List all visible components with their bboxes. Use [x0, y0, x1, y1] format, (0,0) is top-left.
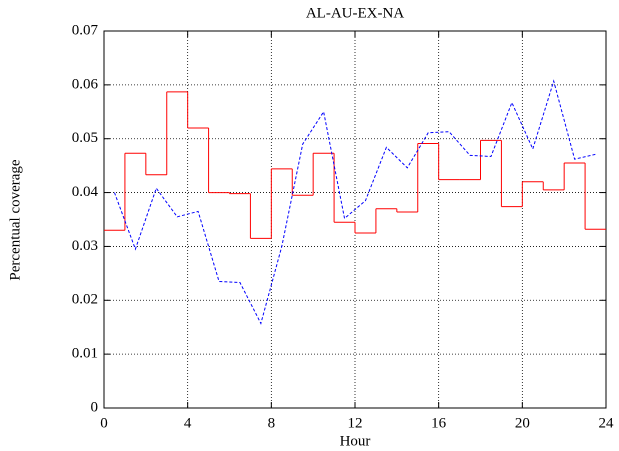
x-tick-label: 12	[348, 415, 363, 431]
y-tick-label: 0.07	[72, 22, 99, 38]
line	[113, 79, 596, 325]
x-axis-label: Hour	[340, 433, 371, 449]
x-tick-label: 8	[268, 415, 276, 431]
chart-title: AL-AU-EX-NA	[306, 5, 404, 21]
y-tick-label: 0	[91, 399, 99, 415]
y-tick-label: 0.02	[72, 292, 98, 308]
y-tick-label: 0.03	[72, 238, 98, 254]
y-tick-label: 0.05	[72, 130, 98, 146]
y-tick-label: 0.06	[72, 76, 99, 92]
y-tick-label: 0.01	[72, 346, 98, 362]
x-tick-label: 16	[431, 415, 447, 431]
x-tick-label: 4	[184, 415, 192, 431]
x-tick-label: 0	[100, 415, 108, 431]
plot-frame	[103, 30, 607, 409]
x-tick-label: 24	[599, 415, 615, 431]
y-tick-label: 0.04	[72, 184, 99, 200]
x-tick-label: 20	[515, 415, 530, 431]
y-axis-label: Percentual coverage	[7, 159, 23, 281]
